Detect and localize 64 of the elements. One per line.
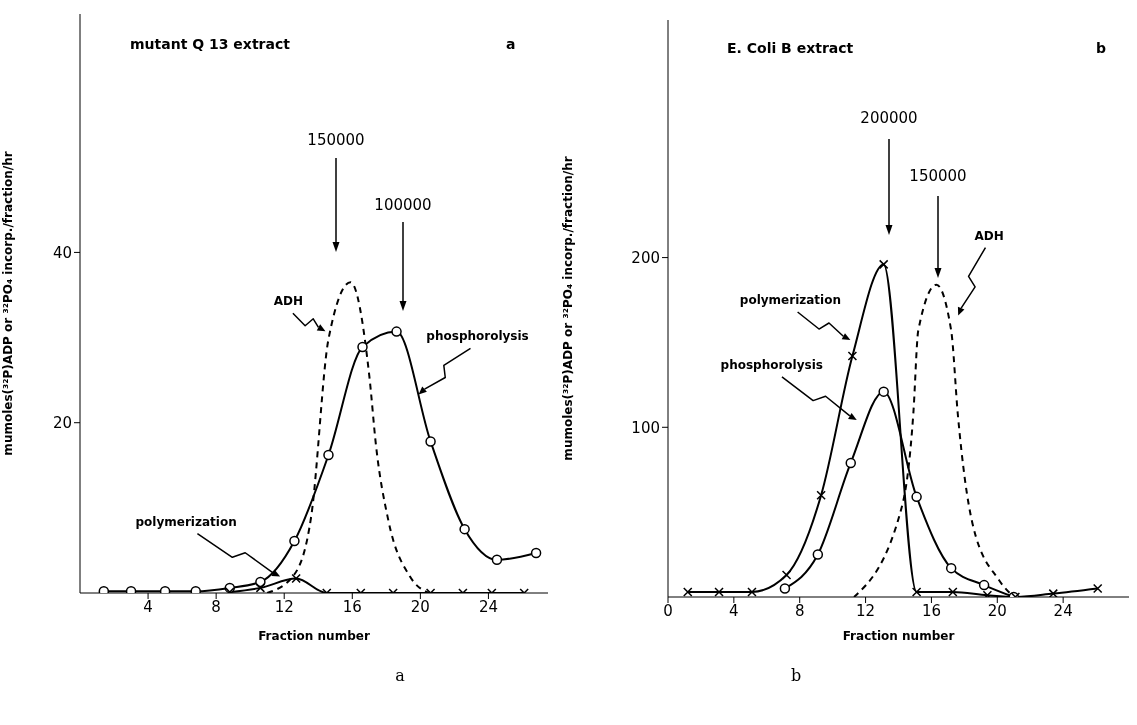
point [289,535,300,547]
point [945,562,957,574]
x-tick-label: 16 [921,601,941,620]
point [747,587,757,597]
series-label: polymerization [739,293,841,308]
point [255,583,266,593]
point [878,259,889,270]
text: ADH [273,294,304,309]
point [1092,583,1103,594]
text: mutant Q 13 extract [130,36,290,52]
y-axis-title: mumoles(³²P)ADP or ³²PO₄ incorp./fraction/hr [561,156,576,461]
x-tick-label: 8 [211,597,221,616]
x-tick-label: 8 [794,601,805,620]
annotation: a [506,36,516,52]
point [530,547,542,559]
text: a [394,666,406,685]
point [878,386,889,397]
point [847,351,858,361]
point [911,491,922,503]
annotation: 150000 [908,167,968,185]
text: ADH [974,228,1004,243]
point [714,587,724,597]
point [425,436,436,447]
annotation: 100000 [373,196,433,214]
x-tick-label: 20 [987,601,1007,620]
y-axis-title: mumoles(³²P)ADP or ³²PO₄ incorp./fraction/hr [1,151,16,456]
point [357,341,368,353]
point [491,554,503,566]
point [683,587,693,597]
point [911,587,922,597]
x-tick-label: 20 [410,597,430,616]
x-tick-label: 24 [1053,601,1073,620]
point [816,490,826,500]
x-tick-label: 4 [729,601,739,620]
x-tick-label: 24 [478,597,498,616]
point [781,570,792,580]
point [779,583,791,594]
x-axis-title: Fraction number [842,629,955,643]
point [1048,588,1059,597]
y-tick-label: 200 [631,248,660,267]
x-tick-label: 16 [342,597,362,616]
text: phosphorolysis [720,357,823,372]
text: polymerization [135,514,237,529]
annotation: 200000 [859,109,919,127]
text: b [789,666,803,685]
x-tick-label: 0 [663,601,673,620]
x-tick-label: 12 [274,597,294,616]
point [291,573,301,584]
x-tick-label: 12 [856,601,876,620]
text: E. Coli B extract [727,40,854,56]
point [459,523,470,535]
series-label: phosphorolysis [426,329,529,344]
point [978,579,990,591]
point [845,457,856,469]
y-tick-label: 40 [52,243,72,262]
point [812,549,824,560]
y-tick-label: 100 [631,418,660,437]
annotation: 150000 [306,131,366,149]
point [948,587,958,597]
annotation: b [1096,40,1107,56]
x-axis-title: Fraction number [258,629,370,643]
x-tick-label: 4 [143,597,153,616]
point [323,449,334,461]
point [391,326,402,337]
